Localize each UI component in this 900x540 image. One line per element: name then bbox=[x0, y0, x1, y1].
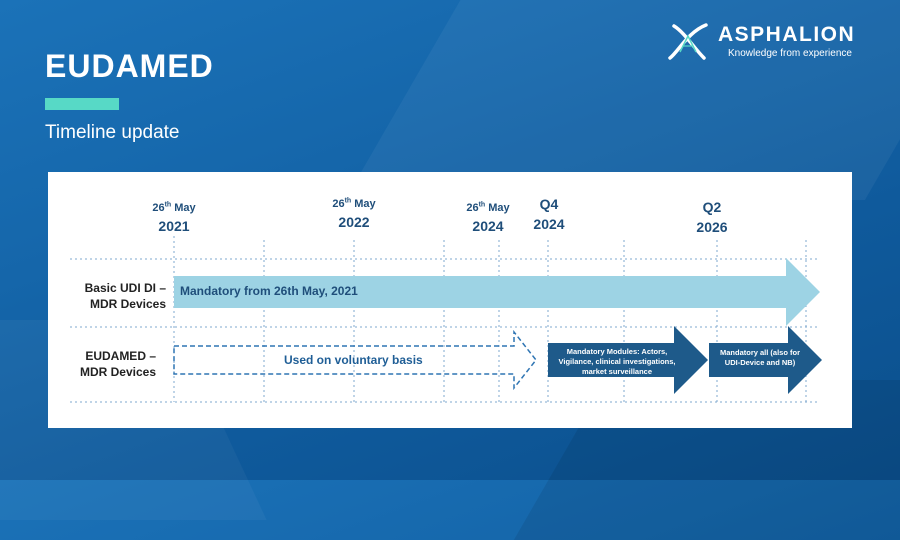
row-label-eudamed: EUDAMED – MDR Devices bbox=[79, 349, 156, 379]
mandatory-arrow bbox=[174, 258, 820, 326]
logo-name: ASPHALION bbox=[718, 23, 856, 46]
logo-tagline: Knowledge from experience bbox=[728, 48, 852, 59]
timeline-panel: 26th May 2021 26th May 2022 26th May 202… bbox=[48, 172, 852, 428]
mandatory-modules-arrow bbox=[548, 326, 708, 394]
logo-mark-icon bbox=[668, 23, 708, 60]
voluntary-arrow bbox=[173, 329, 537, 391]
company-logo: ASPHALION Knowledge from experience bbox=[666, 22, 866, 66]
mandatory-arrow-label: Mandatory from 26th May, 2021 bbox=[180, 284, 358, 298]
quarter-label-q4-2024: Q4 2024 bbox=[533, 196, 565, 232]
voluntary-arrow-label: Used on voluntary basis bbox=[284, 353, 423, 367]
page-subtitle: Timeline update bbox=[45, 122, 180, 143]
mandatory-all-arrow bbox=[709, 326, 822, 394]
date-label-2024: 26th May 2024 bbox=[466, 201, 510, 234]
date-label-2021: 26th May 2021 bbox=[152, 201, 196, 234]
row-label-basic-udi: Basic UDI DI – MDR Devices bbox=[84, 281, 166, 311]
timeline-diagram bbox=[70, 236, 822, 403]
title-accent-bar bbox=[45, 98, 119, 110]
quarter-label-q2-2026: Q2 2026 bbox=[696, 199, 728, 235]
page-title: EUDAMED bbox=[45, 48, 214, 84]
date-label-2022: 26th May 2022 bbox=[332, 197, 376, 230]
mandatory-modules-label: Mandatory Modules: Actors, Vigilance, cl… bbox=[558, 347, 676, 376]
mandatory-all-label: Mandatory all (also for UDI-Device and N… bbox=[719, 348, 800, 367]
